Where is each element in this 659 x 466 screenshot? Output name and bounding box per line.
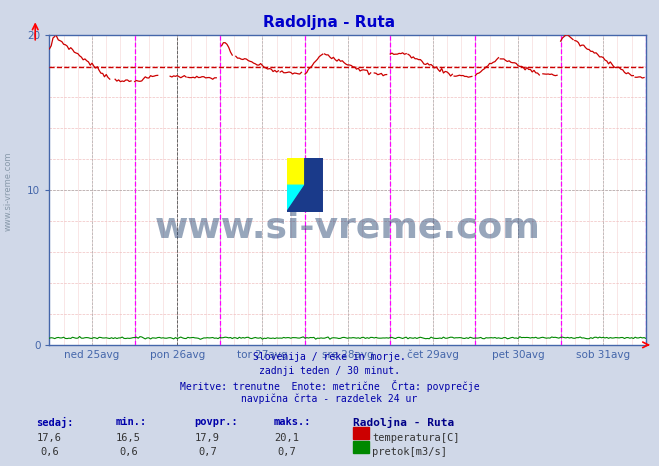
Text: 20,1: 20,1 [274,433,299,443]
Text: 17,6: 17,6 [37,433,62,443]
Text: 16,5: 16,5 [116,433,141,443]
Text: www.si-vreme.com: www.si-vreme.com [3,151,13,231]
Polygon shape [304,158,323,212]
Text: temperatura[C]: temperatura[C] [372,433,460,443]
Text: 0,6: 0,6 [40,447,59,457]
Text: Radoljna - Ruta: Radoljna - Ruta [353,417,454,428]
Text: 0,7: 0,7 [277,447,296,457]
Text: 0,6: 0,6 [119,447,138,457]
Text: Slovenija / reke in morje.: Slovenija / reke in morje. [253,352,406,362]
Bar [287,158,304,185]
Polygon shape [287,185,323,212]
Text: sedaj:: sedaj: [36,417,74,428]
Text: maks.:: maks.: [273,417,311,427]
Text: navpična črta - razdelek 24 ur: navpična črta - razdelek 24 ur [241,394,418,404]
Text: www.si-vreme.com: www.si-vreme.com [155,210,540,244]
Text: 17,9: 17,9 [195,433,220,443]
Text: 0,7: 0,7 [198,447,217,457]
Text: min.:: min.: [115,417,146,427]
Polygon shape [287,185,304,212]
Text: pretok[m3/s]: pretok[m3/s] [372,447,447,457]
Text: Radoljna - Ruta: Radoljna - Ruta [264,15,395,30]
Text: povpr.:: povpr.: [194,417,238,427]
Text: zadnji teden / 30 minut.: zadnji teden / 30 minut. [259,366,400,376]
Text: Meritve: trenutne  Enote: metrične  Črta: povprečje: Meritve: trenutne Enote: metrične Črta: … [180,380,479,392]
